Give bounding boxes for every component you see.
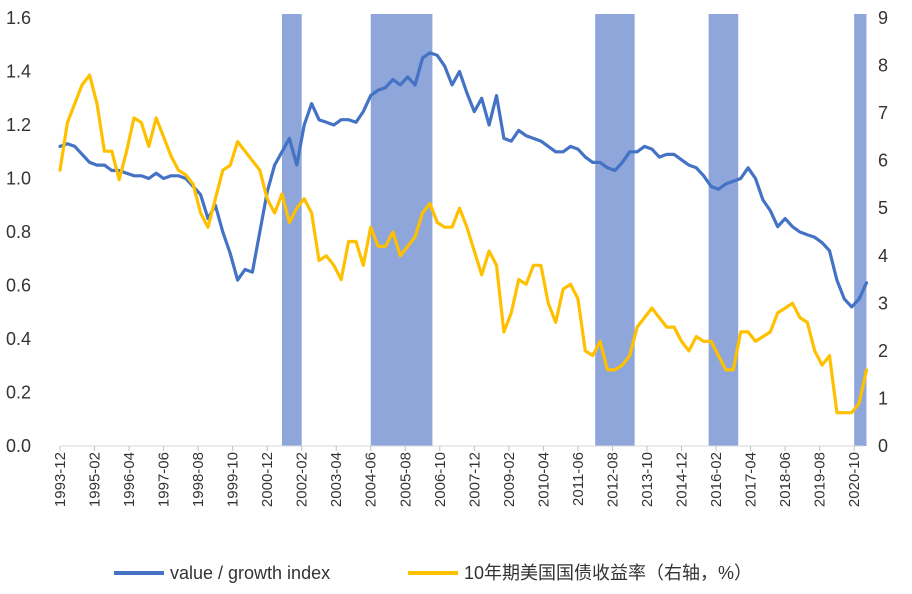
x-tick-label: 2016-02 — [708, 452, 725, 507]
x-tick-label: 2020-10 — [846, 452, 863, 507]
x-tick-label: 2017-04 — [743, 452, 760, 507]
x-tick-label: 2002-02 — [294, 452, 311, 507]
x-tick-label: 1999-10 — [225, 452, 242, 507]
y2-tick-label: 3 — [878, 293, 888, 313]
y-tick-label: 0.0 — [6, 436, 31, 456]
y2-tick-label: 7 — [878, 103, 888, 123]
x-tick-label: 2014-12 — [673, 452, 690, 507]
y2-tick-label: 4 — [878, 246, 888, 266]
legend: value / growth index 10年期美国国债收益率（右轴，%） — [114, 563, 752, 583]
shaded-period-2 — [595, 14, 635, 446]
y-tick-label: 1.0 — [6, 169, 31, 189]
shaded-period-4 — [854, 14, 867, 446]
x-tick-label: 1995-02 — [87, 452, 104, 507]
shaded-period-0 — [281, 14, 302, 446]
y-tick-label: 1.6 — [6, 8, 31, 28]
x-tick-label: 1997-06 — [156, 452, 173, 507]
x-tick-label: 2004-06 — [363, 452, 380, 507]
y2-tick-label: 2 — [878, 341, 888, 361]
shaded-period-3 — [708, 14, 739, 446]
x-tick-label: 2006-10 — [432, 452, 449, 507]
legend-label-treasury-yield: 10年期美国国债收益率（右轴，%） — [464, 563, 752, 583]
y2-tick-label: 5 — [878, 198, 888, 218]
x-tick-label: 2000-12 — [259, 452, 276, 507]
x-tick-label: 2003-04 — [328, 452, 345, 507]
x-tick-label: 1993-12 — [52, 452, 69, 507]
y-tick-label: 1.2 — [6, 115, 31, 135]
series-lines — [58, 51, 869, 415]
x-tick-label: 1996-04 — [121, 452, 138, 507]
y-tick-label: 0.8 — [6, 222, 31, 242]
y2-tick-label: 0 — [878, 436, 888, 456]
x-axis-ticks: 1993-12 1995-02 1996-04 1997-06 1998-08 1999-… — [52, 446, 863, 507]
y2-tick-label: 6 — [878, 151, 888, 171]
legend-label-value-growth: value / growth index — [170, 563, 330, 583]
x-tick-label: 2011-06 — [570, 452, 587, 506]
y2-tick-label: 8 — [878, 56, 888, 76]
y2-tick-label: 1 — [878, 388, 888, 408]
series-line-1 — [58, 73, 869, 415]
y-tick-label: 0.4 — [6, 329, 31, 349]
x-tick-label: 2019-08 — [812, 452, 829, 507]
x-tick-label: 2013-10 — [639, 452, 656, 507]
left-axis-ticks: 0.0 0.2 0.4 0.6 0.8 1.0 1.2 1.4 1.6 — [6, 8, 31, 456]
x-tick-label: 2010-04 — [535, 452, 552, 507]
recession-shading — [281, 14, 867, 446]
shaded-period-1 — [370, 14, 433, 446]
y-tick-label: 0.2 — [6, 383, 31, 403]
x-tick-label: 2009-02 — [501, 452, 518, 507]
x-tick-label: 1998-08 — [190, 452, 207, 507]
y-tick-label: 1.4 — [6, 62, 31, 82]
y-tick-label: 0.6 — [6, 276, 31, 296]
x-tick-label: 2007-12 — [466, 452, 483, 507]
y2-tick-label: 9 — [878, 8, 888, 28]
right-axis-ticks: 0 1 2 3 4 5 6 7 8 9 — [878, 8, 888, 456]
x-tick-label: 2018-06 — [777, 452, 794, 507]
x-tick-label: 2005-08 — [397, 452, 414, 507]
x-tick-label: 2012-08 — [604, 452, 621, 507]
